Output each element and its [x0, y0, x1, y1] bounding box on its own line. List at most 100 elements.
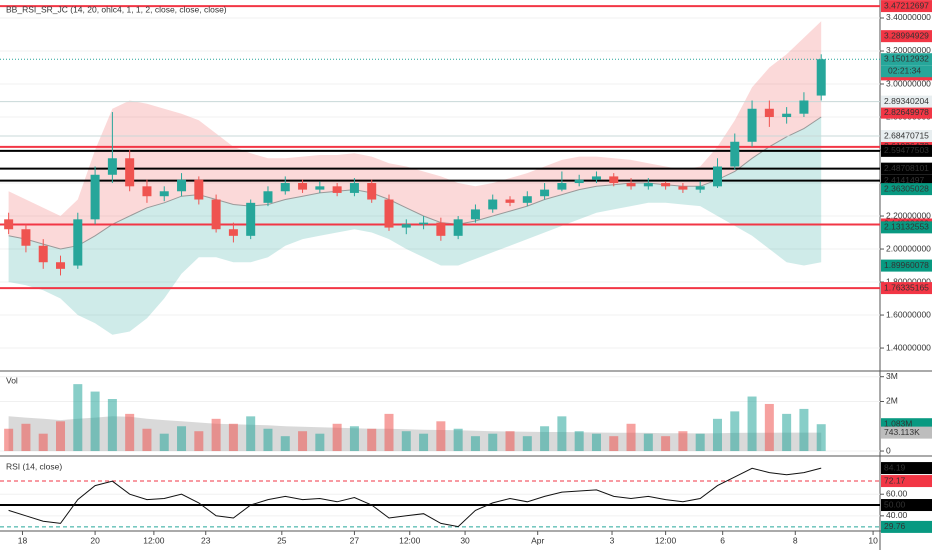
candle-body — [695, 186, 705, 190]
candle-body — [505, 199, 515, 203]
candle-body — [609, 176, 619, 184]
rsi-label-box — [881, 520, 932, 533]
volume-bar — [142, 428, 152, 452]
bb-upper-area — [8, 21, 822, 249]
volume-bar — [799, 408, 809, 452]
price-label-box — [881, 183, 932, 196]
candle-body — [574, 179, 584, 184]
volume-bar — [522, 436, 532, 452]
volume-bar — [626, 423, 636, 452]
countdown: 02:21:34 — [888, 65, 921, 75]
volume-bar — [280, 436, 290, 452]
candle-body — [228, 229, 238, 236]
rsi-label: 72.17 — [884, 475, 906, 485]
price-label: 2.59477503 — [884, 145, 929, 155]
volume-bar — [194, 431, 204, 452]
rsi-label-box — [881, 499, 932, 512]
volume-bar — [712, 418, 722, 452]
bb-mid-line — [8, 116, 822, 250]
volume-bar — [574, 431, 584, 452]
price-label: 1.76335165 — [884, 282, 929, 292]
last-price: 3.15012932 — [884, 53, 929, 63]
y-tick-label: 3.20000000 — [886, 45, 931, 55]
price-label-box — [881, 0, 932, 13]
y-tick-label: 0 — [886, 445, 891, 455]
y-tick-label: 3.00000000 — [886, 78, 931, 88]
volume-bar — [505, 431, 515, 452]
volume-bar — [90, 391, 100, 452]
y-tick-label: 2.20000000 — [886, 210, 931, 220]
y-tick-label: 1.60000000 — [886, 309, 931, 319]
y-tick-label: 1.40000000 — [886, 342, 931, 352]
volume-bar — [384, 413, 394, 452]
candle-body — [142, 186, 152, 197]
volume-bar — [816, 424, 826, 452]
price-label: 2.89340204 — [884, 96, 929, 106]
x-tick-label: 27 — [350, 535, 360, 545]
candle-body — [782, 113, 792, 118]
volume-bar — [263, 428, 273, 452]
last-price-box — [881, 53, 932, 66]
candle-body — [90, 174, 100, 220]
y-tick-label: 60.00 — [886, 488, 908, 498]
volume-bar — [73, 384, 83, 452]
candle-body — [626, 183, 636, 187]
candle-body — [730, 141, 740, 167]
candle-body — [194, 179, 204, 200]
candle-body — [747, 108, 757, 142]
price-label-box — [881, 259, 932, 272]
candle-body — [246, 202, 256, 236]
volume-bar — [557, 416, 567, 452]
x-tick-label: 12:00 — [143, 535, 165, 545]
candle-body — [107, 158, 117, 175]
y-tick-label: 1.80000000 — [886, 276, 931, 286]
volume-bar — [591, 433, 601, 452]
volume-label: 1.083M — [884, 418, 912, 428]
y-tick-label: 2M — [886, 396, 898, 406]
candle-body — [401, 224, 411, 228]
candle-body — [349, 183, 359, 193]
y-tick-label: 3.40000000 — [886, 12, 931, 22]
rsi-label: 50.00 — [884, 499, 906, 509]
x-tick-label: 12:00 — [399, 535, 421, 545]
candle-body — [125, 158, 135, 187]
volume-bar — [747, 396, 757, 452]
volume-bar — [782, 413, 792, 452]
volume-bar — [730, 411, 740, 452]
price-label: 1.89960078 — [884, 260, 929, 270]
rsi-line — [8, 467, 822, 528]
volume-bar — [540, 426, 550, 452]
rsi-label: 84.19 — [884, 462, 906, 472]
candle-body — [159, 191, 169, 197]
volume-bar — [332, 423, 342, 452]
volume-bar — [764, 403, 774, 452]
volume-bar — [159, 433, 169, 452]
candle-body — [453, 219, 463, 236]
volume-bar — [298, 431, 308, 452]
candle-body — [367, 183, 377, 200]
x-tick-label: 30 — [460, 535, 470, 545]
volume-title: Vol — [6, 375, 18, 385]
y-tick-label: 3M — [886, 371, 898, 381]
volume-bar — [367, 428, 377, 452]
candle-body — [712, 166, 722, 187]
candle-body — [522, 196, 532, 203]
x-tick-label: Apr — [531, 535, 544, 545]
price-label: 2.4141497 — [884, 175, 924, 185]
x-tick-label: 3 — [610, 535, 615, 545]
candle-body — [678, 186, 688, 190]
volume-bar — [695, 433, 705, 452]
price-label-box — [881, 282, 932, 295]
candle-body — [263, 191, 273, 203]
candle-body — [4, 219, 14, 230]
volume-bar — [21, 423, 31, 452]
price-label-box — [881, 162, 932, 175]
price-label-box — [881, 221, 932, 234]
volume-ma-label-box — [881, 426, 932, 439]
rsi-label: 29.76 — [884, 521, 906, 531]
candle-body — [436, 222, 446, 236]
price-label: 3.28994929 — [884, 30, 929, 40]
volume-bar — [609, 436, 619, 452]
